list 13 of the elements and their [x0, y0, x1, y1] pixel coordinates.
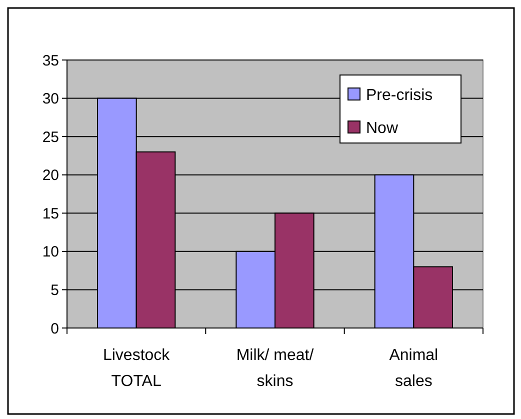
legend-label: Now — [366, 120, 398, 137]
y-tick-label: 25 — [42, 128, 59, 146]
y-tick-label: 10 — [42, 244, 59, 261]
y-tick-label: 15 — [42, 205, 59, 222]
y-tick-label: 20 — [42, 167, 59, 184]
y-tick-label: 35 — [42, 52, 59, 70]
legend-label: Pre-crisis — [366, 87, 433, 104]
x-tick-label: Milk/ meat/ skins — [236, 347, 314, 390]
y-tick-label: 0 — [50, 320, 59, 338]
y-tick-label: 5 — [50, 282, 59, 299]
x-tick-label: Livestock TOTAL — [102, 347, 171, 390]
y-tick-label: 30 — [42, 90, 59, 108]
x-tick-label: Animal sales — [389, 347, 438, 390]
